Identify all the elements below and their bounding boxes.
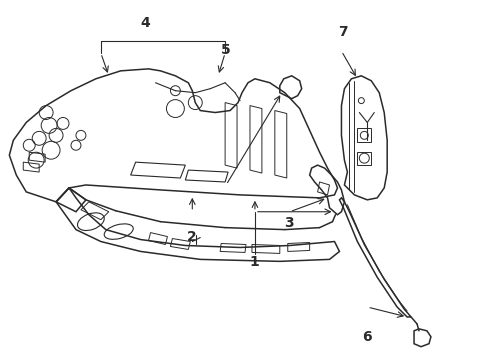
Text: 3: 3 (284, 216, 294, 230)
Text: 4: 4 (140, 16, 150, 30)
Text: 6: 6 (362, 330, 371, 344)
Text: 1: 1 (250, 255, 260, 269)
Text: 7: 7 (338, 25, 347, 39)
Text: 2: 2 (187, 230, 196, 244)
Text: 5: 5 (220, 42, 230, 57)
